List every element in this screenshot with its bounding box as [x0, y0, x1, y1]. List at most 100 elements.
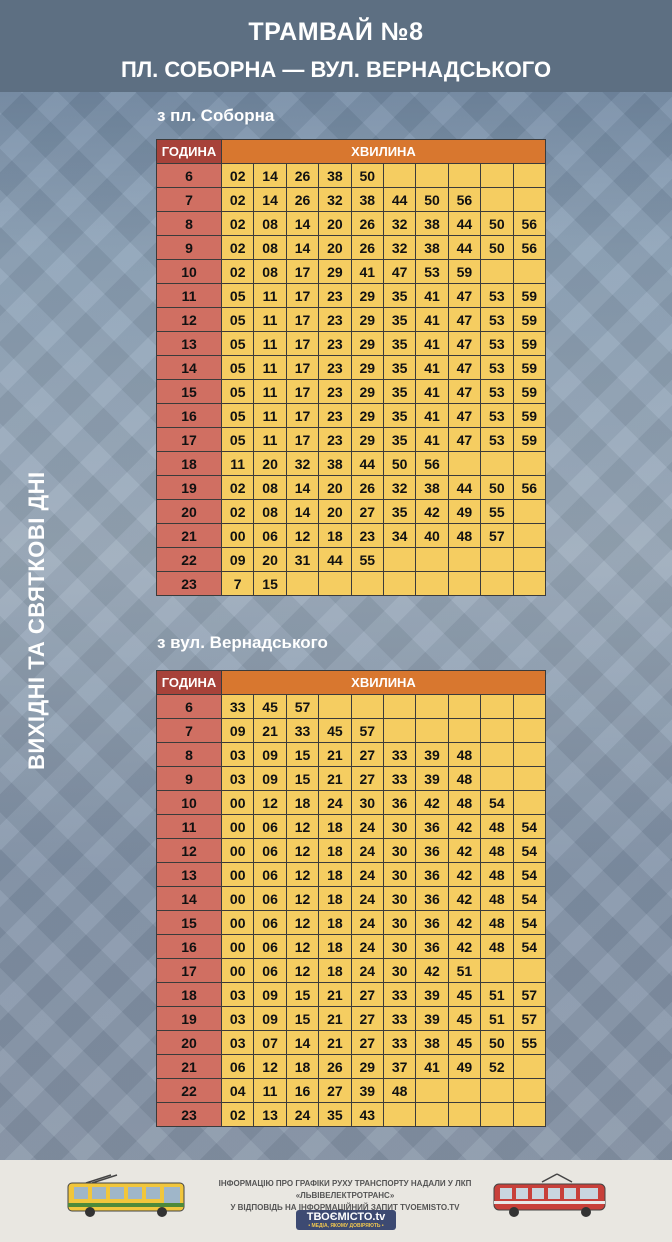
minute-cell: 35	[382, 379, 417, 404]
minute-cell: 12	[285, 934, 320, 959]
minute-cell: 40	[415, 523, 449, 548]
minute-cell: 15	[253, 571, 287, 596]
hour-cell: 6	[156, 163, 222, 188]
minute-cell: 00	[220, 910, 255, 935]
minute-cell: 41	[415, 379, 449, 404]
minute-cell: 36	[415, 886, 449, 911]
minute-cell	[512, 571, 547, 596]
table-row: 17 05 11 17 23 29 35 41 47 53 59	[156, 427, 547, 452]
minute-cell: 38	[415, 211, 449, 236]
table-row: 21 00 06 12 18 23 34 40 48 57	[156, 523, 547, 548]
minute-cell: 12	[253, 790, 287, 815]
minute-cell: 12	[285, 862, 320, 887]
minute-cell: 02	[220, 1102, 255, 1127]
minute-cell: 35	[382, 307, 417, 332]
minute-cell: 11	[253, 331, 287, 356]
minute-cell: 59	[512, 427, 547, 452]
minute-cell: 50	[382, 451, 417, 476]
minute-cell: 57	[350, 718, 384, 743]
minute-cell	[512, 523, 547, 548]
minute-cell: 57	[512, 1006, 547, 1031]
minute-cell: 27	[350, 1006, 384, 1031]
minute-cell: 35	[382, 283, 417, 308]
minute-cell: 56	[512, 235, 547, 260]
minute-cell: 45	[447, 1006, 482, 1031]
minute-cell	[447, 451, 482, 476]
minute-cell: 53	[480, 403, 514, 428]
minute-cell	[480, 547, 514, 572]
minute-cell: 36	[415, 838, 449, 863]
minute-cell: 38	[415, 475, 449, 500]
minute-cell: 17	[285, 307, 320, 332]
minute-cell	[480, 766, 514, 791]
minute-cell: 36	[415, 934, 449, 959]
minute-cell	[382, 571, 417, 596]
hour-cell: 9	[156, 766, 222, 791]
minute-cell: 47	[447, 331, 482, 356]
minute-cell: 29	[350, 427, 384, 452]
hour-cell: 22	[156, 547, 222, 572]
minute-cell: 15	[285, 1006, 320, 1031]
minute-cell: 07	[253, 1030, 287, 1055]
minute-cell: 05	[220, 379, 255, 404]
minute-cell: 59	[447, 259, 482, 284]
minute-cell: 50	[350, 163, 384, 188]
minute-cell: 00	[220, 934, 255, 959]
minute-cell: 47	[447, 403, 482, 428]
minute-cell: 49	[447, 1054, 482, 1079]
minute-cell: 51	[447, 958, 482, 983]
minute-cell	[512, 499, 547, 524]
minute-cell: 35	[318, 1102, 352, 1127]
trolleybus-icon	[67, 1174, 185, 1217]
table-row: 13 00 06 12 18 24 30 36 42 48 54	[156, 862, 547, 887]
minute-cell: 54	[512, 862, 547, 887]
hour-cell: 18	[156, 982, 222, 1007]
minute-cell: 56	[512, 211, 547, 236]
minute-cell	[480, 259, 514, 284]
minute-cell: 11	[253, 379, 287, 404]
minute-cell: 41	[415, 403, 449, 428]
minute-cell: 12	[285, 838, 320, 863]
minute-cell: 24	[285, 1102, 320, 1127]
minute-cell: 24	[350, 838, 384, 863]
minute-cell: 38	[415, 1030, 449, 1055]
minute-cell: 17	[285, 427, 320, 452]
minute-cell: 24	[350, 910, 384, 935]
minute-cell: 16	[285, 1078, 320, 1103]
minute-cell	[350, 571, 384, 596]
minute-cell: 00	[220, 958, 255, 983]
minute-cell: 48	[447, 523, 482, 548]
minute-column-header: ХВИЛИНА	[221, 139, 546, 164]
minute-cell: 44	[350, 451, 384, 476]
hour-cell: 22	[156, 1078, 222, 1103]
hour-cell: 17	[156, 958, 222, 983]
minute-cell	[447, 547, 482, 572]
minute-cell: 17	[285, 259, 320, 284]
minute-cell: 03	[220, 1030, 255, 1055]
table-row: 22 09 20 31 44 55	[156, 547, 547, 572]
minute-cell: 50	[480, 475, 514, 500]
minute-cell: 33	[285, 718, 320, 743]
hour-cell: 15	[156, 379, 222, 404]
minute-cell: 57	[480, 523, 514, 548]
minute-cell: 21	[318, 766, 352, 791]
minute-cell: 17	[285, 403, 320, 428]
hour-cell: 23	[156, 1102, 222, 1127]
minute-cell: 02	[220, 259, 255, 284]
table-row: 9 02 08 14 20 26 32 38 44 50 56	[156, 235, 547, 260]
minute-cell: 51	[480, 1006, 514, 1031]
minute-cell: 23	[318, 427, 352, 452]
minute-cell: 12	[285, 910, 320, 935]
minute-cell: 42	[415, 499, 449, 524]
minute-cell: 43	[350, 1102, 384, 1127]
minute-cell: 45	[447, 1030, 482, 1055]
minute-cell: 33	[382, 1006, 417, 1031]
minute-cell: 08	[253, 475, 287, 500]
minute-cell: 11	[253, 307, 287, 332]
minute-cell: 36	[382, 790, 417, 815]
table-row: 20 03 07 14 21 27 33 38 45 50 55	[156, 1030, 547, 1055]
minute-cell: 24	[350, 862, 384, 887]
hour-cell: 16	[156, 403, 222, 428]
hour-cell: 7	[156, 718, 222, 743]
minute-cell	[480, 571, 514, 596]
